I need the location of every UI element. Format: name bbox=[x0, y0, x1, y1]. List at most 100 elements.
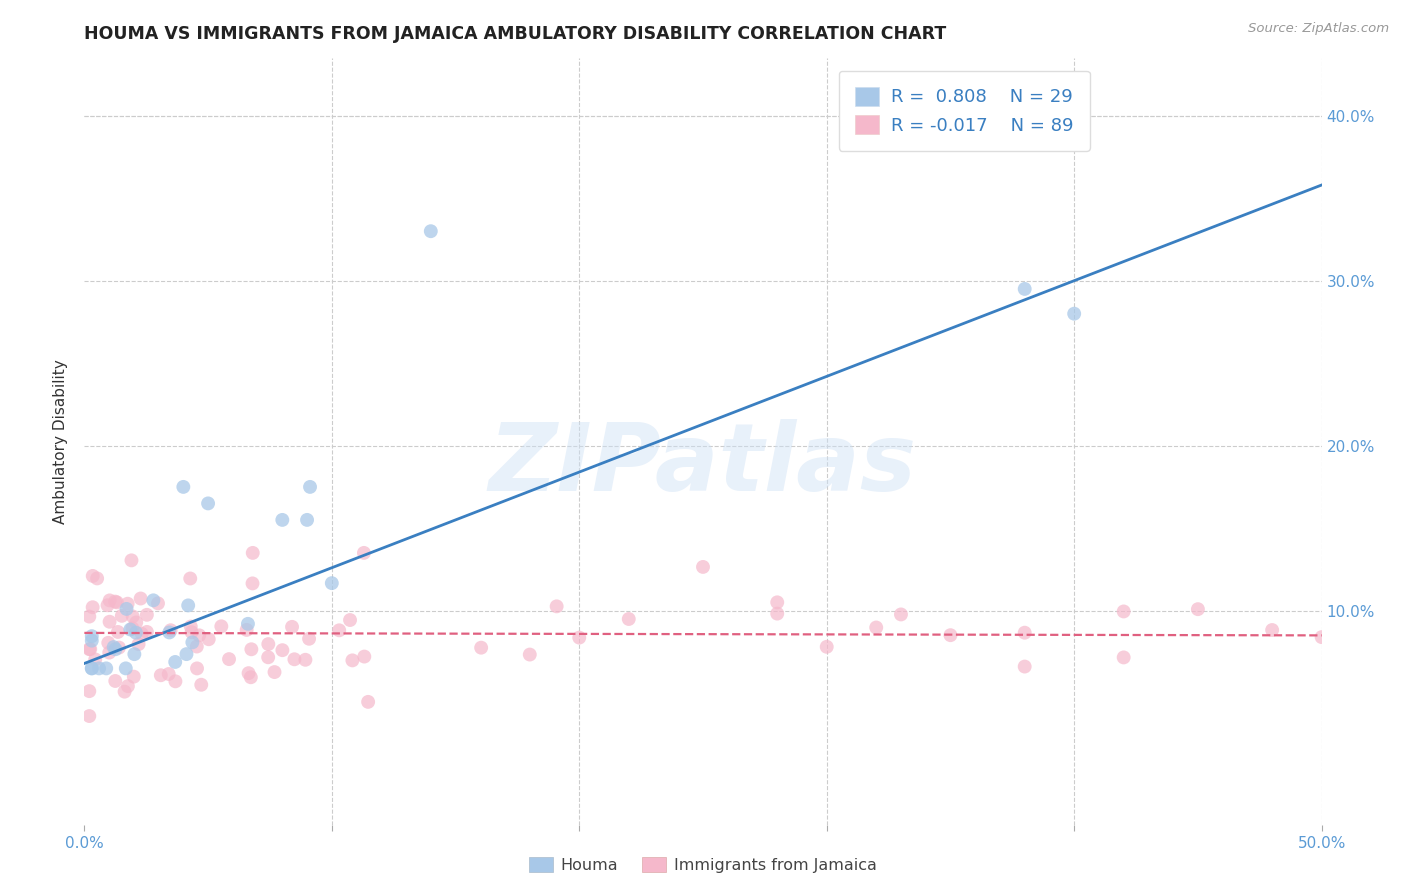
Point bbox=[125, 615, 148, 630]
Point bbox=[125, 625, 148, 640]
Point bbox=[79, 709, 101, 723]
Point bbox=[1014, 625, 1036, 640]
Point bbox=[353, 546, 375, 560]
Point bbox=[172, 480, 194, 494]
Point bbox=[149, 668, 172, 682]
Point bbox=[80, 629, 103, 643]
Point bbox=[124, 647, 146, 661]
Point bbox=[357, 695, 380, 709]
Legend: Houma, Immigrants from Jamaica: Houma, Immigrants from Jamaica bbox=[523, 851, 883, 880]
Point bbox=[546, 599, 568, 614]
Point bbox=[815, 640, 838, 654]
Point bbox=[321, 576, 343, 591]
Point bbox=[157, 667, 180, 681]
Point bbox=[240, 642, 263, 657]
Point bbox=[121, 609, 143, 624]
Point bbox=[1360, 644, 1382, 658]
Point bbox=[135, 607, 157, 622]
Point bbox=[79, 684, 101, 698]
Point bbox=[108, 640, 131, 655]
Point bbox=[197, 496, 219, 510]
Point bbox=[1261, 623, 1284, 637]
Text: ZIPatlas: ZIPatlas bbox=[489, 418, 917, 510]
Point bbox=[80, 661, 103, 675]
Point bbox=[142, 593, 165, 607]
Point bbox=[128, 637, 150, 651]
Point bbox=[82, 569, 104, 583]
Point bbox=[96, 661, 118, 675]
Point bbox=[692, 560, 714, 574]
Point bbox=[121, 553, 143, 567]
Point bbox=[271, 643, 294, 657]
Point bbox=[617, 612, 640, 626]
Point bbox=[190, 678, 212, 692]
Point bbox=[129, 591, 152, 606]
Point bbox=[298, 632, 321, 646]
Point bbox=[80, 633, 103, 648]
Point bbox=[238, 666, 260, 681]
Point bbox=[98, 593, 121, 607]
Point bbox=[1112, 604, 1135, 618]
Point bbox=[159, 624, 181, 638]
Point bbox=[131, 627, 153, 641]
Point bbox=[176, 647, 198, 661]
Point bbox=[865, 620, 887, 634]
Point bbox=[180, 625, 202, 640]
Point bbox=[236, 616, 259, 631]
Point bbox=[177, 599, 200, 613]
Point bbox=[257, 650, 280, 665]
Point bbox=[97, 636, 120, 650]
Point bbox=[104, 594, 127, 608]
Point bbox=[104, 642, 127, 657]
Point bbox=[117, 597, 139, 611]
Point bbox=[96, 599, 118, 613]
Point bbox=[1187, 602, 1209, 616]
Point bbox=[122, 670, 145, 684]
Point bbox=[87, 661, 110, 675]
Point bbox=[342, 653, 364, 667]
Point bbox=[117, 679, 139, 693]
Point bbox=[1014, 282, 1036, 296]
Point bbox=[98, 615, 121, 629]
Point bbox=[939, 628, 962, 642]
Point bbox=[135, 624, 157, 639]
Point bbox=[1372, 694, 1395, 708]
Point bbox=[86, 571, 108, 585]
Point bbox=[239, 670, 262, 684]
Point bbox=[104, 673, 127, 688]
Point bbox=[114, 661, 136, 675]
Point bbox=[82, 600, 104, 615]
Text: HOUMA VS IMMIGRANTS FROM JAMAICA AMBULATORY DISABILITY CORRELATION CHART: HOUMA VS IMMIGRANTS FROM JAMAICA AMBULAT… bbox=[84, 25, 946, 43]
Point bbox=[766, 595, 789, 609]
Point bbox=[114, 684, 136, 698]
Point bbox=[470, 640, 492, 655]
Point bbox=[419, 224, 441, 238]
Point bbox=[103, 640, 125, 654]
Point bbox=[1112, 650, 1135, 665]
Point bbox=[242, 546, 264, 560]
Point bbox=[181, 635, 204, 649]
Point bbox=[568, 631, 591, 645]
Point bbox=[98, 646, 121, 660]
Point bbox=[295, 513, 318, 527]
Point bbox=[79, 642, 101, 657]
Point bbox=[1310, 630, 1333, 644]
Point bbox=[890, 607, 912, 622]
Point bbox=[157, 625, 180, 640]
Point bbox=[79, 642, 101, 657]
Point bbox=[107, 624, 129, 639]
Point bbox=[299, 480, 322, 494]
Point bbox=[186, 640, 208, 654]
Point bbox=[283, 652, 305, 666]
Legend: R =  0.808    N = 29, R = -0.017    N = 89: R = 0.808 N = 29, R = -0.017 N = 89 bbox=[839, 70, 1090, 151]
Point bbox=[281, 620, 304, 634]
Point bbox=[271, 513, 294, 527]
Point bbox=[294, 653, 316, 667]
Point bbox=[339, 613, 361, 627]
Point bbox=[80, 661, 103, 675]
Point bbox=[263, 665, 285, 679]
Point bbox=[257, 637, 280, 651]
Point bbox=[766, 607, 789, 621]
Point bbox=[120, 623, 142, 637]
Point bbox=[235, 623, 257, 637]
